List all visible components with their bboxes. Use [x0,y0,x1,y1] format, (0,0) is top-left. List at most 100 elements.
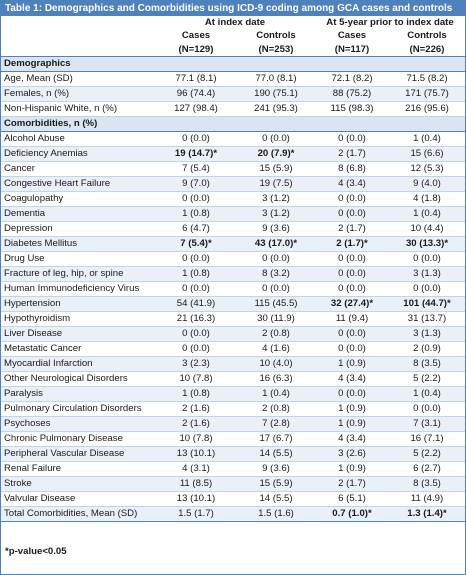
table-cell: 0 (0.0) [389,281,466,297]
header-group-index-date: At index date [204,17,266,28]
table-cell: 17 (6.7) [237,431,315,447]
table-row: Diabetes Mellitus 7 (5.4)* 43 (17.0)* 2 (1.… [1,236,466,252]
table-row: Non-Hispanic White, n (%) 127 (98.4) 241 (… [1,101,466,117]
section-header: Demographics [1,56,466,72]
row-label: Fracture of leg, hip, or spine [1,266,155,282]
table-cell: 0 (0.0) [315,251,389,267]
row-label: Renal Failure [1,461,155,477]
table-cell: 7 (2.8) [237,416,315,432]
table-cell: 4 (3.4) [315,431,389,447]
row-label: Hypothyroidism [1,311,155,327]
header-empty-cell [1,43,155,57]
row-label: Myocardial Infarction [1,356,155,372]
table-cell: 0 (0.0) [155,341,237,357]
table-cell: 0 (0.0) [315,206,389,222]
table-cell: 10 (7.8) [155,371,237,387]
table-row: Dementia 1 (0.8) 3 (1.2) 0 (0.0) 1 (0.4) [1,206,466,222]
table-cell: 2 (0.9) [389,341,466,357]
row-label: Hypertension [1,296,155,312]
table-row: Renal Failure 4 (3.1) 9 (3.6) 1 (0.9) 6 (2.7… [1,461,466,477]
header-empty-cell [1,16,155,29]
table-row: Metastatic Cancer 0 (0.0) 4 (1.6) 0 (0.0) 2 … [1,341,466,357]
table-row: Total Comorbidities, Mean (SD) 1.5 (1.7) 1… [1,506,466,522]
table-cell: 3 (1.3) [389,266,466,282]
table-title: Table 1: Demographics and Comorbidities … [1,1,465,16]
table-cell: 115 (45.5) [237,296,315,312]
table-cell: 15 (5.9) [237,161,315,177]
row-label: Stroke [1,476,155,492]
table-cell: 0 (0.0) [389,401,466,417]
table-cell: 190 (75.1) [237,86,315,102]
section-label: Comorbidities, n (%) [1,116,466,132]
row-label: Human Immunodeficiency Virus [1,281,155,297]
table-cell: 3 (1.2) [237,206,315,222]
table-cell: 5 (2.2) [389,446,466,462]
header-empty-cell [1,29,155,43]
header-col-cases-prior: Cases [337,30,367,41]
table-row: Hypertension 54 (41.9) 115 (45.5) 32 (27.4)… [1,296,466,312]
table-cell: 32 (27.4)* [315,296,389,312]
row-label: Peripheral Vascular Disease [1,446,155,462]
table-row: Peripheral Vascular Disease 13 (10.1) 14 (… [1,446,466,462]
header-row-cols: Cases Controls Cases Controls [1,29,465,43]
row-label: Non-Hispanic White, n (%) [1,101,155,117]
table-cell: 15 (6.6) [389,146,466,162]
table-cell: 0 (0.0) [155,251,237,267]
table-cell: 0 (0.0) [315,131,389,147]
row-label: Congestive Heart Failure [1,176,155,192]
table-cell: 10 (4.4) [389,221,466,237]
table-cell: 1 (0.8) [155,206,237,222]
table-cell: 0 (0.0) [237,251,315,267]
row-label: Pulmonary Circulation Disorders [1,401,155,417]
table-cell: 54 (41.9) [155,296,237,312]
table-cell: 71.5 (8.2) [389,71,466,87]
table-cell: 2 (1.6) [155,416,237,432]
table-row: Alcohol Abuse 0 (0.0) 0 (0.0) 0 (0.0) 1 (0.4… [1,131,466,147]
table-row: Congestive Heart Failure 9 (7.0) 19 (7.5) 4… [1,176,466,192]
row-label: Psychoses [1,416,155,432]
table-row: Depression 6 (4.7) 9 (3.6) 2 (1.7) 10 (4.4) [1,221,466,237]
row-label: Cancer [1,161,155,177]
table-row: Myocardial Infarction 3 (2.3) 10 (4.0) 1 (0… [1,356,466,372]
table-cell: 0 (0.0) [155,326,237,342]
table-cell: 0.7 (1.0)* [315,506,389,522]
table-row: Coagulopathy 0 (0.0) 3 (1.2) 0 (0.0) 4 (1.8) [1,191,466,207]
table-cell: 10 (7.8) [155,431,237,447]
table-row: Human Immunodeficiency Virus 0 (0.0) 0 (0.… [1,281,466,297]
table-cell: 1 (0.8) [155,386,237,402]
row-label: Paralysis [1,386,155,402]
table-cell: 3 (2.6) [315,446,389,462]
table-cell: 14 (5.5) [237,446,315,462]
table-cell: 0 (0.0) [315,191,389,207]
table-cell: 7 (5.4) [155,161,237,177]
table-cell: 30 (11.9) [237,311,315,327]
table-cell: 21 (16.3) [155,311,237,327]
header-n-cases-prior: (N=117) [315,43,389,57]
section-header: Comorbidities, n (%) [1,116,466,132]
table-cell: 88 (75.2) [315,86,389,102]
table-cell: 216 (95.6) [389,101,466,117]
table-cell: 16 (6.3) [237,371,315,387]
table-cell: 11 (4.9) [389,491,466,507]
table-cell: 13 (10.1) [155,491,237,507]
table-row: Paralysis 1 (0.8) 1 (0.4) 0 (0.0) 1 (0.4) [1,386,466,402]
table-row: Liver Disease 0 (0.0) 2 (0.8) 0 (0.0) 3 (1.3… [1,326,466,342]
table-cell: 1 (0.9) [315,416,389,432]
row-label: Liver Disease [1,326,155,342]
table-cell: 1 (0.9) [315,401,389,417]
table-cell: 7 (5.4)* [155,236,237,252]
header-col-controls-prior: Controls [407,30,447,41]
table-cell: 0 (0.0) [237,131,315,147]
table-cell: 2 (1.7) [315,476,389,492]
table-cell: 2 (1.7) [315,146,389,162]
row-label: Total Comorbidities, Mean (SD) [1,506,155,522]
table-cell: 10 (4.0) [237,356,315,372]
header-group-5yr-prior: At 5-year prior to index date [326,17,454,28]
table-cell: 4 (1.6) [237,341,315,357]
table-cell: 72.1 (8.2) [315,71,389,87]
table-cell: 2 (0.8) [237,326,315,342]
table-cell: 241 (95.3) [237,101,315,117]
header-n-controls-prior: (N=226) [389,43,466,57]
header-col-cases-index: Cases [181,30,211,41]
